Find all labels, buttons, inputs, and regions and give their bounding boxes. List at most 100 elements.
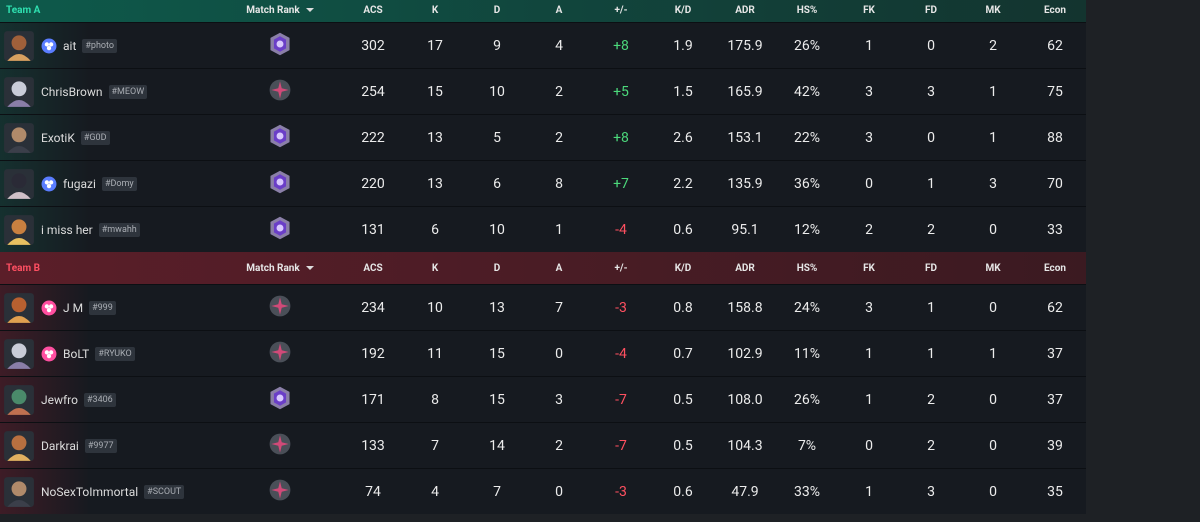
column-label: A [555, 262, 563, 274]
stat: 1 [927, 175, 935, 192]
player-name: ait [63, 38, 77, 53]
player-row: ait #photo 302 17 9 4 +8 1.9 175.9 26% 1 0 2 62 [0, 22, 1086, 68]
stat: 13 [427, 129, 443, 146]
agent-avatar [4, 384, 34, 415]
column-label: Econ [1044, 262, 1066, 274]
rank-cell [230, 169, 330, 199]
column-label: FD [925, 262, 937, 274]
column-label: D [493, 262, 501, 274]
player-tag: #G0D [80, 130, 110, 145]
player-tag: #RYUKO [95, 346, 135, 361]
stat: 2 [555, 437, 563, 454]
rank-icon [270, 386, 290, 409]
column-header[interactable]: Match Rank [230, 5, 330, 16]
stat: 2 [927, 221, 935, 238]
column-header: K [404, 5, 466, 16]
stat: 33% [794, 483, 820, 500]
stat: 4 [431, 483, 439, 500]
player: ChrisBrown #MEOW [0, 76, 230, 108]
stat: 1.5 [673, 83, 693, 100]
stat: 192 [361, 345, 385, 362]
party-icon [41, 300, 57, 315]
player-row: fugazi #Domy 220 13 6 8 +7 2.2 135.9 36% 0 1 3 70 [0, 160, 1086, 206]
column-header[interactable]: Match Rank [230, 263, 330, 274]
stat: -4 [615, 221, 627, 238]
player-row: Jewfro #3406 171 8 15 3 -7 0.5 108.0 26% 1 2 0 37 [0, 376, 1086, 422]
stat: 0 [865, 175, 873, 192]
rank-icon [270, 170, 290, 193]
player-row: J M #999 234 10 13 7 -3 0.8 158.8 24% 3 1 0 62 [0, 284, 1086, 330]
rank-cell [230, 339, 330, 369]
column-label: K/D [674, 262, 692, 274]
stat: 0 [927, 37, 935, 54]
player: NoSexToImmortal #SCOUT [0, 476, 230, 508]
stat: 0 [989, 483, 997, 500]
player-name: ChrisBrown [41, 84, 103, 99]
party-icon [41, 346, 57, 361]
stat: 1 [989, 129, 997, 146]
player-row: ChrisBrown #MEOW 254 15 10 2 +5 1.5 165.9 42% 3 3 1 7… [0, 68, 1086, 114]
column-label: K [431, 262, 439, 274]
column-header: FD [900, 5, 962, 16]
rank-icon [269, 295, 291, 316]
stat: -3 [615, 299, 627, 316]
stat: 0 [989, 437, 997, 454]
stat: 15 [489, 345, 505, 362]
team-name: Team A [6, 4, 41, 16]
stat: 22% [794, 129, 820, 146]
stat: 8 [431, 391, 439, 408]
stat: 75 [1047, 83, 1063, 100]
player-name: BoLT [63, 346, 90, 361]
stat: 302 [361, 37, 385, 54]
rank-cell [230, 385, 330, 415]
player-tag: #3406 [83, 392, 116, 407]
stat: 11 [427, 345, 443, 362]
stat: 5 [493, 129, 501, 146]
column-label: HS% [796, 262, 818, 274]
player-row: NoSexToImmortal #SCOUT 74 4 7 0 -3 0.6 47.9 33% 1 3… [0, 468, 1086, 514]
stat: 39 [1047, 437, 1063, 454]
stat: 62 [1047, 37, 1063, 54]
rank-icon [269, 479, 291, 500]
player: i miss her #mwahh [0, 214, 230, 246]
agent-avatar [4, 30, 34, 61]
column-label: +/- [614, 4, 628, 16]
column-header: MK [962, 5, 1024, 16]
player: ExotiK #G0D [0, 122, 230, 154]
stat: 15 [489, 391, 505, 408]
stat: 70 [1047, 175, 1063, 192]
stat: 17 [427, 37, 443, 54]
stat: 3 [865, 299, 873, 316]
column-label: K/D [674, 4, 692, 16]
team-name: Team B [6, 262, 41, 274]
stat: 1 [865, 483, 873, 500]
stat: 0.5 [673, 391, 693, 408]
column-header: Econ [1024, 5, 1086, 16]
stat: 131 [361, 221, 385, 238]
stat: 108.0 [727, 391, 763, 408]
stat: 2 [927, 437, 935, 454]
stat: 7 [493, 483, 501, 500]
stat: 102.9 [727, 345, 763, 362]
player-tag: #MEOW [108, 84, 148, 99]
stat: 35 [1047, 483, 1063, 500]
column-label: FK [863, 262, 875, 274]
column-label: K [431, 4, 439, 16]
stat: 47.9 [731, 483, 759, 500]
stat: 3 [989, 175, 997, 192]
agent-avatar [4, 338, 34, 369]
scoreboard: Team A Match Rank ACS K D A +/- K/D ADR HS% FK FD MK… [0, 0, 1086, 514]
stat: 153.1 [727, 129, 763, 146]
column-header: FD [900, 263, 962, 274]
stat: 222 [361, 129, 385, 146]
stat: 0.5 [673, 437, 693, 454]
rank-cell [230, 293, 330, 323]
rank-cell [230, 215, 330, 245]
stat: 0.6 [673, 483, 693, 500]
stat: 2 [989, 37, 997, 54]
stat: 3 [927, 483, 935, 500]
stat: 1 [865, 37, 873, 54]
agent-avatar [4, 292, 34, 323]
stat: +8 [613, 129, 629, 146]
column-label: Match Rank [246, 262, 300, 274]
